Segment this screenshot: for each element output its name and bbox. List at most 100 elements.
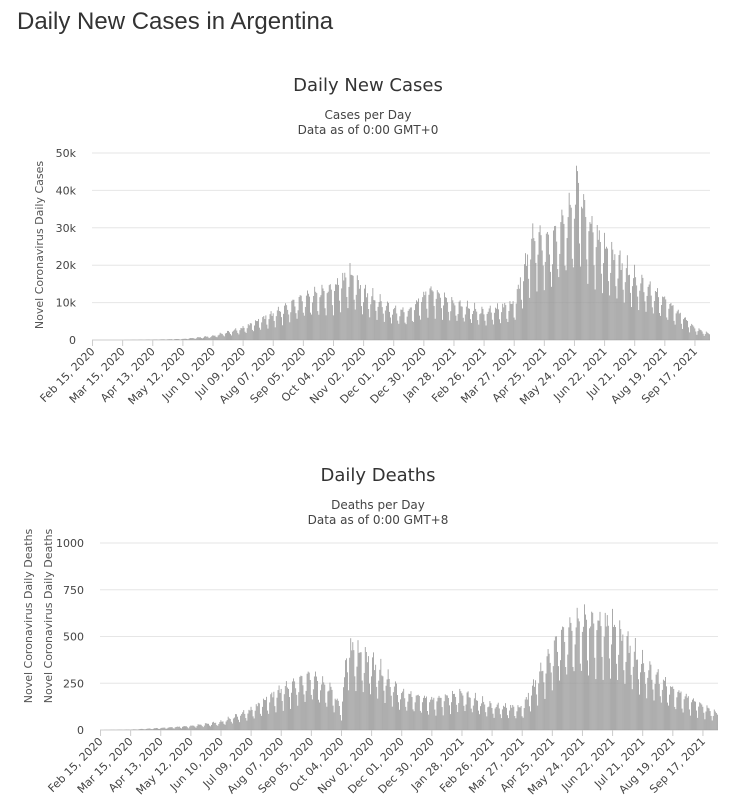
bar — [183, 726, 184, 730]
bar — [367, 656, 369, 730]
bar — [481, 306, 483, 340]
bar — [466, 692, 468, 730]
bar — [283, 313, 284, 340]
bar — [336, 698, 338, 730]
bar — [177, 339, 178, 340]
bar — [540, 662, 542, 730]
bar — [443, 305, 444, 340]
bar — [526, 699, 528, 730]
y-axis-ticks: 0 10k 20k 30k 40k 50k — [56, 147, 77, 347]
bar — [292, 681, 293, 730]
bar — [264, 699, 265, 730]
bar — [361, 306, 362, 340]
bar — [583, 194, 585, 340]
bar — [472, 314, 473, 340]
bar — [344, 272, 346, 340]
bar — [584, 604, 585, 730]
bar — [524, 264, 525, 340]
bar — [556, 241, 558, 340]
bar — [598, 230, 600, 340]
bar — [389, 311, 390, 340]
bar — [388, 678, 390, 730]
bar — [694, 328, 696, 340]
bar — [691, 323, 693, 340]
bar — [505, 703, 506, 730]
bar — [588, 675, 589, 730]
bar — [547, 649, 549, 730]
y-tick-label: 20k — [56, 259, 77, 272]
bar — [341, 288, 343, 340]
bar — [607, 248, 608, 340]
bar — [323, 682, 325, 730]
bar — [503, 705, 504, 730]
bar — [209, 337, 211, 340]
bar — [414, 702, 416, 730]
bar — [591, 611, 593, 730]
bar — [655, 291, 657, 340]
bar — [408, 693, 410, 730]
bar — [649, 661, 651, 730]
bar — [250, 323, 252, 340]
bar — [599, 241, 601, 340]
bar — [482, 696, 484, 730]
bar — [467, 691, 469, 730]
bar — [654, 683, 656, 730]
bar — [379, 669, 381, 730]
bar — [686, 697, 688, 730]
bar — [610, 272, 612, 340]
bar — [182, 726, 183, 730]
bar — [244, 713, 246, 730]
bar — [560, 222, 562, 340]
bar — [187, 727, 189, 730]
bar — [337, 700, 339, 730]
bar — [229, 718, 231, 730]
bar — [209, 725, 210, 730]
bar — [167, 727, 169, 730]
bar — [221, 721, 223, 730]
bar — [402, 307, 404, 340]
bar — [336, 284, 337, 340]
bar — [257, 702, 259, 730]
bar — [646, 698, 648, 730]
bar — [510, 303, 512, 340]
bar — [567, 217, 569, 340]
bar — [453, 694, 454, 730]
bar — [598, 620, 600, 730]
bar — [571, 630, 573, 730]
bar — [192, 338, 194, 340]
bar — [186, 726, 188, 730]
bar — [629, 645, 631, 730]
bar — [581, 206, 583, 340]
bar — [456, 320, 458, 340]
chart-title: Daily Deaths — [320, 465, 435, 486]
bar — [668, 705, 669, 730]
bar — [508, 718, 510, 730]
bar — [276, 310, 278, 340]
bar — [198, 724, 200, 730]
bar — [194, 726, 196, 730]
bar — [428, 294, 430, 340]
bar — [241, 328, 243, 340]
bar — [349, 657, 351, 730]
bar — [245, 332, 247, 340]
bar — [537, 254, 539, 340]
bar — [237, 716, 238, 730]
bar — [311, 699, 313, 730]
bar — [420, 319, 422, 340]
bar — [462, 317, 464, 340]
bar — [627, 275, 629, 340]
bar — [579, 663, 581, 730]
bar — [527, 692, 529, 730]
bar — [565, 667, 567, 730]
bar — [278, 685, 280, 730]
bar — [343, 280, 345, 340]
bar — [396, 313, 398, 340]
bar — [436, 701, 438, 730]
bar — [184, 338, 186, 340]
bar — [623, 302, 625, 340]
bar — [324, 684, 326, 730]
bar — [643, 292, 645, 340]
bar — [448, 311, 450, 340]
bar — [248, 709, 250, 730]
bar — [522, 717, 524, 730]
